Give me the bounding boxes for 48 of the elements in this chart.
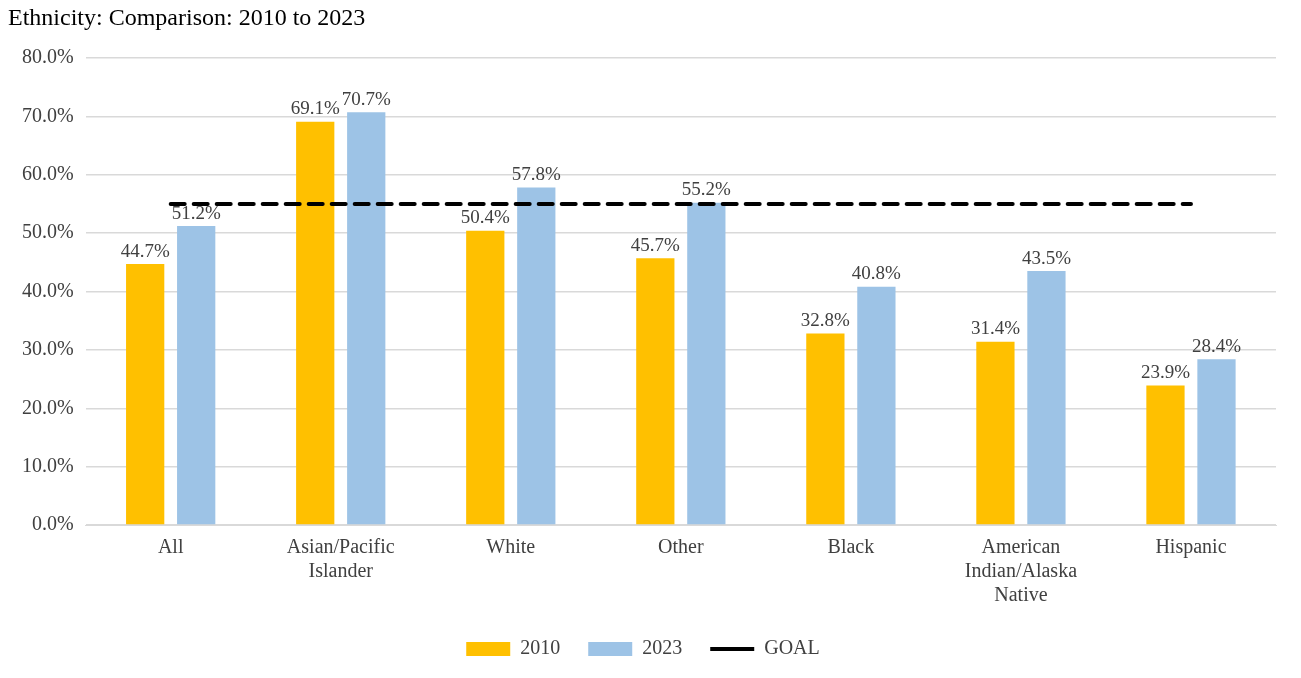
data-label: 32.8% xyxy=(800,309,851,331)
bar xyxy=(517,187,556,525)
x-tick-label: American Indian/Alaska Native xyxy=(964,535,1078,606)
data-label: 31.4% xyxy=(970,317,1021,339)
y-tick-label: 60.0% xyxy=(21,162,74,184)
legend-label: 2010 xyxy=(520,636,561,659)
data-label: 44.7% xyxy=(120,239,170,261)
x-tick-label: Other xyxy=(658,535,704,558)
legend-label: 2023 xyxy=(642,636,683,659)
bar xyxy=(347,112,386,525)
data-label: 50.4% xyxy=(460,206,510,228)
x-tick-label: All xyxy=(157,535,184,558)
y-tick-label: 70.0% xyxy=(21,103,74,126)
data-label: 28.4% xyxy=(1191,334,1242,356)
y-tick-label: 40.0% xyxy=(21,278,74,301)
data-label: 43.5% xyxy=(1021,246,1072,268)
chart-title: Ethnicity: Comparison: 2010 to 2023 xyxy=(7,3,367,32)
y-tick-label: 10.0% xyxy=(21,453,74,476)
y-tick-label: 0.0% xyxy=(31,512,74,535)
x-tick-label: Asian/Pacific Islander xyxy=(286,535,395,582)
bar xyxy=(126,264,165,525)
x-tick-label: Black xyxy=(827,535,875,558)
bar xyxy=(466,230,505,525)
data-label: 45.7% xyxy=(630,233,681,255)
data-label: 70.7% xyxy=(341,87,391,109)
y-tick-label: 20.0% xyxy=(21,395,74,418)
bar xyxy=(1146,385,1185,525)
bar xyxy=(296,121,335,525)
legend-label: GOAL xyxy=(764,636,820,659)
y-tick-label: 50.0% xyxy=(21,220,74,243)
data-label: 69.1% xyxy=(290,97,340,119)
data-label: 23.9% xyxy=(1140,360,1191,382)
data-label: 51.2% xyxy=(171,201,221,223)
x-tick-label: White xyxy=(486,535,536,558)
bar xyxy=(636,258,675,525)
y-tick-label: 30.0% xyxy=(21,337,74,360)
data-label: 55.2% xyxy=(681,178,732,200)
bar xyxy=(806,333,845,525)
y-tick-label: 80.0% xyxy=(21,45,74,68)
data-label: 40.8% xyxy=(851,262,902,284)
bar xyxy=(976,341,1015,525)
bar xyxy=(177,226,216,525)
x-tick-label: Hispanic xyxy=(1155,535,1227,559)
data-label: 57.8% xyxy=(511,163,561,185)
bar xyxy=(687,202,726,525)
bar xyxy=(857,286,896,525)
bar xyxy=(1027,271,1066,525)
bar xyxy=(1197,359,1236,525)
